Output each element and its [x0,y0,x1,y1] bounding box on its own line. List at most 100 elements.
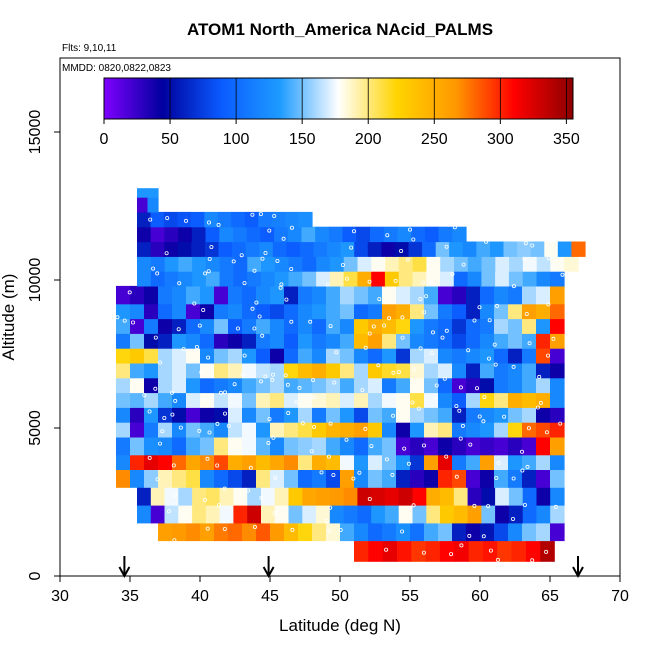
heatmap-cell [452,469,467,488]
heatmap-cell [144,348,159,364]
heatmap-cell [316,256,331,272]
x-axis: 30 35 40 45 50 55 60 65 70 [51,576,629,605]
heatmap-cell [424,303,439,320]
sample-point [155,477,160,482]
sample-point [222,486,227,491]
heatmap-cell [186,303,201,320]
heatmap-cell [256,454,271,470]
heatmap-cell [382,318,397,334]
heatmap-cell [340,377,355,394]
heatmap-cell [270,348,285,364]
heatmap-cell [315,226,330,243]
sample-point [334,350,339,355]
heatmap-cell [536,303,551,320]
heatmap-cell [313,241,328,257]
heatmap-cell [354,241,369,257]
heatmap-cell [144,303,159,320]
heatmap-cell [172,469,187,488]
heatmap-cell [144,285,159,305]
heatmap-cell [326,522,341,542]
sample-point [553,504,558,509]
heatmap-cell [284,522,299,542]
sample-point [391,370,396,375]
heatmap-cell [245,241,260,257]
heatmap-cell [256,333,271,349]
heatmap-cell [571,241,586,257]
heatmap-cell [172,392,187,408]
heatmap-cell [186,348,201,364]
heatmap-cell [452,333,467,349]
heatmap-cell [150,211,165,228]
heatmap-cell [449,241,464,257]
heatmap-cell [424,469,439,488]
heatmap-cell [214,392,229,408]
heatmap-cell [410,469,425,488]
heatmap-cell [550,505,565,524]
heatmap-cell [177,241,192,257]
heatmap-cell [480,436,495,456]
heatmap-cell [186,522,201,542]
heatmap-cell [228,522,243,542]
colorbar-tick-label: 50 [161,131,179,148]
heatmap-cell [382,348,397,364]
sample-point [527,341,532,346]
sample-point [400,529,405,534]
heatmap-cell [256,377,271,394]
sample-point [235,326,240,331]
heatmap-cell [438,377,453,394]
heatmap-cell [147,188,159,198]
heatmap-cell [312,407,327,423]
heatmap-cell [242,333,257,349]
heatmap-cell [517,241,532,257]
heatmap-cell [247,271,262,287]
heatmap-cell [452,318,467,334]
sample-point [194,344,199,349]
sample-point [444,328,449,333]
sample-point [216,503,221,508]
heatmap-cell [357,487,372,506]
heatmap-cell [219,256,235,272]
heatmap-cell [494,469,509,488]
heatmap-cell [340,422,355,438]
heatmap-cell [298,522,313,542]
heatmap-cell [192,256,207,272]
sample-point [418,346,423,351]
sample-point [122,318,127,323]
heatmap-cell [298,454,313,470]
x-tick-label: 70 [611,588,629,605]
heatmap-cell [494,333,509,349]
sample-point [283,373,288,378]
sample-point [444,454,449,459]
sample-point [493,362,498,367]
sample-point [384,457,389,462]
heatmap-cell [396,454,411,470]
heatmap-cell [435,241,450,257]
heatmap-cell [550,436,565,456]
sample-point [406,461,411,466]
heatmap-cell [438,226,453,243]
sample-point [155,271,160,276]
heatmap-cell [398,256,414,272]
heatmap-cell [371,487,386,506]
sample-point [328,505,333,510]
heatmap-cell [382,540,398,562]
sample-point [285,382,290,387]
heatmap-cell [424,226,440,243]
heatmap-cell [312,392,327,408]
sample-point [457,408,462,413]
sample-point [311,395,316,400]
heatmap-cell [381,241,396,257]
y-tick-label: 0 [27,571,44,580]
sample-point [147,409,152,414]
heatmap-cell [410,318,425,334]
heatmap-cell [274,226,289,243]
sample-point [402,446,407,451]
heatmap-cell [508,271,524,287]
heatmap-cell [503,241,518,257]
heatmap-cell [382,333,397,349]
heatmap-cell [466,303,481,320]
sample-point [289,266,294,271]
heatmap-cell [466,318,481,334]
heatmap-cell [438,362,453,379]
sample-point [524,311,529,316]
